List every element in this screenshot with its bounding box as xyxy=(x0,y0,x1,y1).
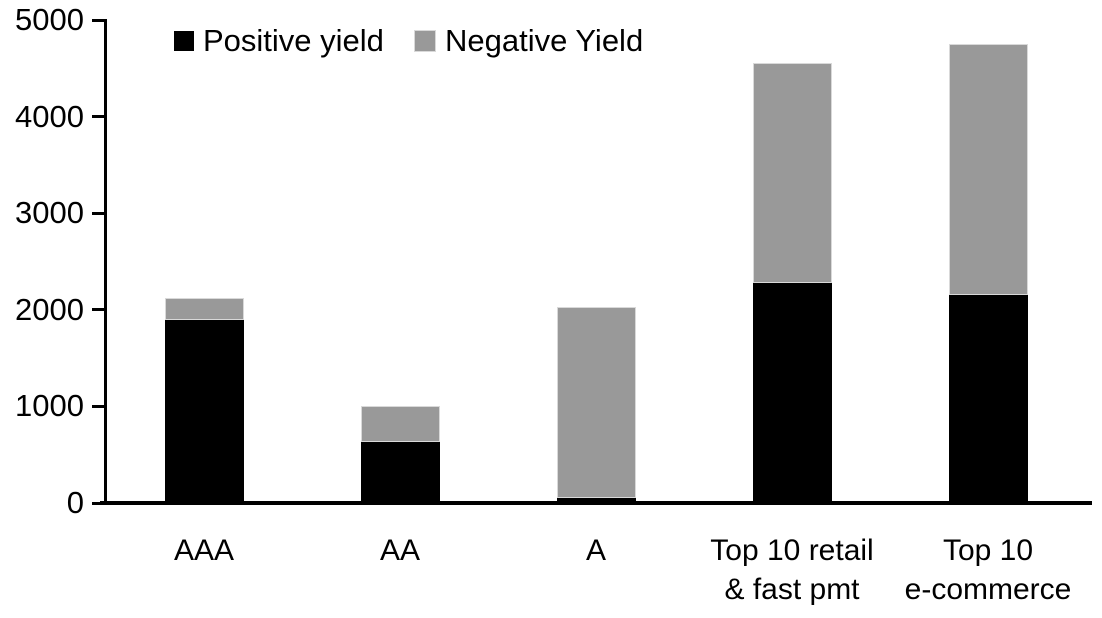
bar-aa-positive-yield xyxy=(360,442,440,503)
x-category-label-top-10-e-commerce: Top 10 e-commerce xyxy=(904,534,1072,606)
legend: Positive yield Negative Yield xyxy=(0,23,1102,58)
y-tick-mark-4000 xyxy=(92,115,104,119)
y-tick-label-2000: 2000 xyxy=(15,291,84,327)
y-tick-mark-1000 xyxy=(92,404,104,408)
y-tick-label-1000: 1000 xyxy=(15,388,84,424)
bar-a-negative-yield xyxy=(556,306,636,499)
bar-aa-negative-yield xyxy=(360,406,440,443)
legend-item-negative-yield: Negative Yield xyxy=(414,23,644,58)
legend-swatch-positive-yield xyxy=(174,31,194,51)
legend-swatch-negative-yield xyxy=(414,30,436,52)
bar-top-10-e-commerce-negative-yield xyxy=(948,44,1028,296)
y-tick-mark-5000 xyxy=(92,18,104,22)
y-tick-label-4000: 4000 xyxy=(15,98,84,134)
y-tick-label-0: 0 xyxy=(66,485,84,520)
y-tick-mark-2000 xyxy=(92,308,104,312)
x-category-label-top-10-retail-fast-pmt: Top 10 retail & fast pmt xyxy=(710,534,874,606)
bar-top-10-retail-fast-pmt-positive-yield xyxy=(752,282,832,503)
y-tick-label-5000: 5000 xyxy=(15,2,84,37)
bar-top-10-retail-fast-pmt-negative-yield xyxy=(752,63,832,283)
x-category-label-aaa: AAA xyxy=(173,534,235,567)
legend-label-positive-yield: Positive yield xyxy=(203,23,384,58)
x-axis-line xyxy=(100,501,1092,505)
x-category-label-aa: AA xyxy=(379,534,421,567)
y-tick-mark-3000 xyxy=(92,211,104,215)
x-category-label-a: A xyxy=(585,534,606,567)
y-tick-mark-0 xyxy=(92,501,104,505)
bar-aaa-positive-yield xyxy=(164,320,244,503)
bar-aaa-negative-yield xyxy=(164,298,244,321)
legend-item-positive-yield: Positive yield xyxy=(174,23,384,58)
legend-label-negative-yield: Negative Yield xyxy=(445,23,644,58)
bar-a-positive-yield xyxy=(556,498,636,503)
bar-top-10-e-commerce-positive-yield xyxy=(948,295,1028,503)
y-tick-label-3000: 3000 xyxy=(15,195,84,231)
y-axis-line xyxy=(104,19,107,505)
